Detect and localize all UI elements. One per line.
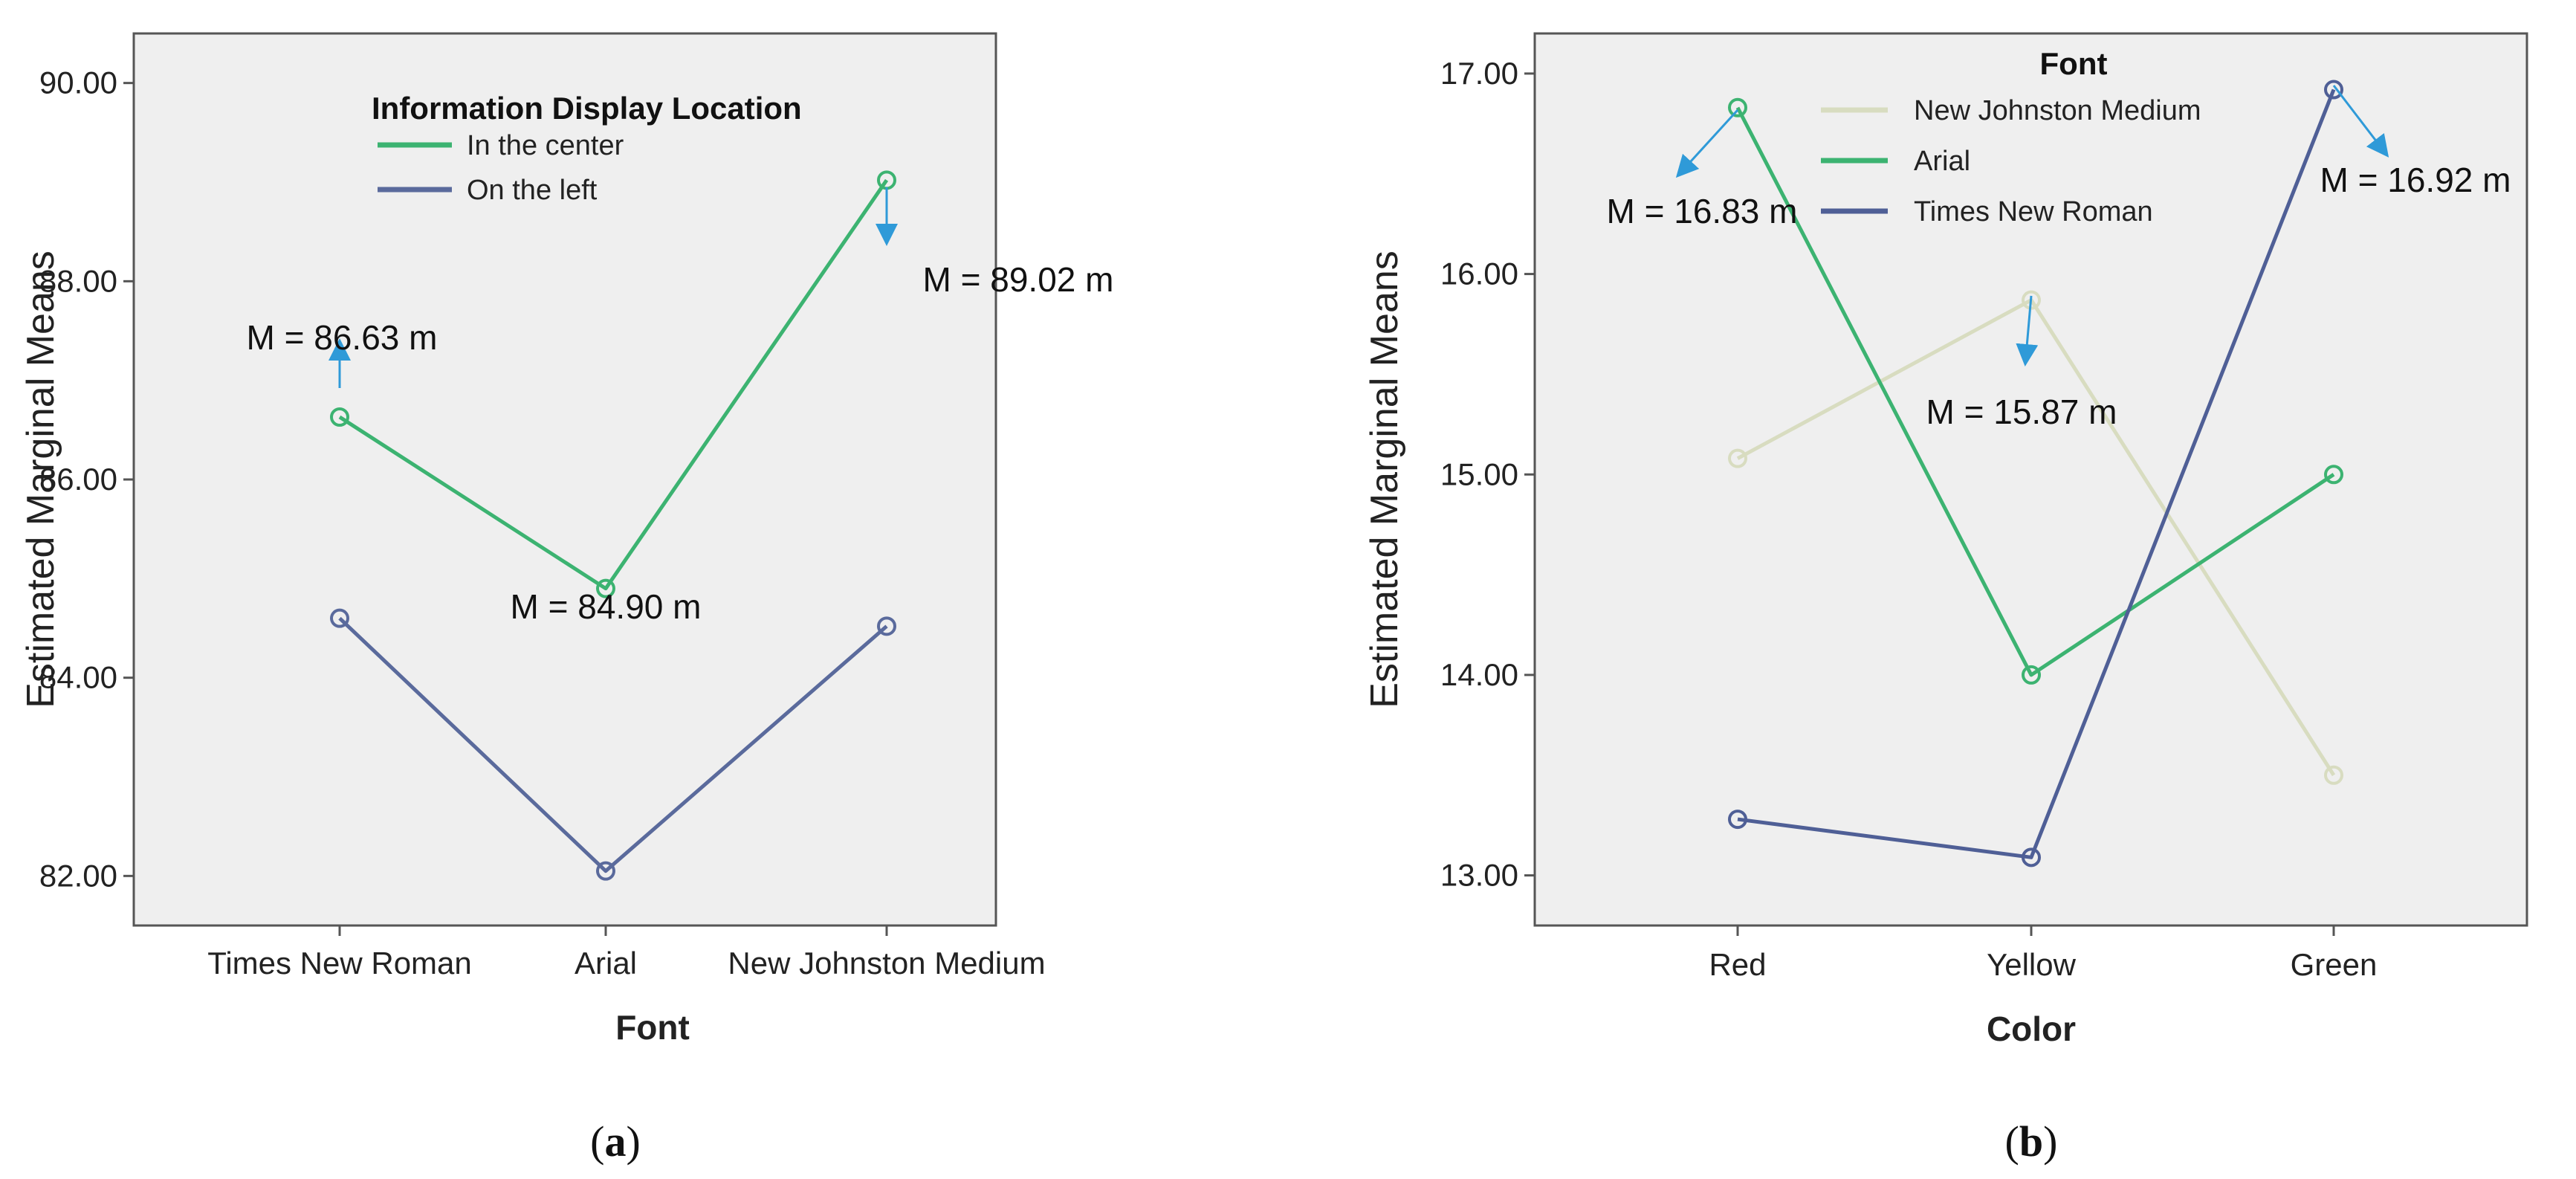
y-tick-label: 90.00 — [39, 65, 117, 100]
data-point — [330, 407, 349, 427]
y-axis-title-b: Estimated Marginal Means — [1363, 251, 1406, 708]
plot-area-a — [132, 32, 997, 927]
annotation-label: M = 89.02 m — [923, 260, 1114, 299]
data-point — [2022, 847, 2041, 868]
legend-label: Times New Roman — [1914, 196, 2153, 227]
annotation-label: M = 84.90 m — [511, 587, 702, 626]
annotation-arrow — [1675, 109, 1739, 178]
annotation-label: M = 86.63 m — [247, 318, 438, 357]
panel-label-b-close: ) — [2043, 1117, 2057, 1166]
x-tick-label: Red — [1709, 947, 1766, 982]
y-tick-label: 88.00 — [39, 263, 117, 298]
x-axis-ticks-b: Red Yellow Green — [1709, 926, 2377, 982]
plot-area-b — [1533, 32, 2528, 927]
legend-label: In the center — [467, 130, 624, 161]
series-line — [338, 616, 888, 873]
data-point — [2324, 765, 2343, 785]
series-group-a — [330, 170, 896, 881]
annotation-label: M = 15.87 m — [1926, 393, 2117, 431]
data-point — [2324, 465, 2343, 485]
panel-label-b: (b) — [2005, 1117, 2058, 1166]
x-tick-label: Arial — [575, 946, 637, 981]
annotation-label: M = 16.92 m — [2320, 161, 2511, 199]
data-point — [1728, 448, 1747, 468]
x-axis-title-b: Color — [1987, 1010, 2076, 1048]
y-tick-label: 17.00 — [1440, 56, 1518, 91]
y-axis-ticks-b: 13.00 14.00 15.00 16.00 17.00 — [1440, 56, 1535, 893]
x-tick-label: New Johnston Medium — [728, 946, 1045, 981]
panel-label-a-open: ( — [590, 1117, 604, 1166]
annotations-b: M = 16.83 m M = 15.87 m M = 16.92 m — [1607, 85, 2511, 431]
y-tick-label: 86.00 — [39, 462, 117, 497]
legend-title-a: Information Display Location — [372, 91, 802, 126]
panel-label-b-letter: b — [2019, 1117, 2043, 1166]
y-tick-label: 82.00 — [39, 858, 117, 893]
x-tick-label: Yellow — [1987, 947, 2077, 982]
legend-b: Font New Johnston Medium Arial Times New R… — [1821, 46, 2201, 227]
series-line — [1735, 106, 2335, 677]
data-point — [1728, 810, 1747, 830]
data-point — [2022, 665, 2041, 685]
legend-label: Arial — [1914, 146, 1970, 177]
data-point — [596, 861, 615, 881]
chart-panel-a: 82.00 84.00 86.00 88.00 90.00 Times New Roma… — [19, 32, 1114, 1166]
y-axis-title-a: Estimated Marginal Means — [19, 251, 62, 708]
y-tick-label: 13.00 — [1440, 858, 1518, 893]
data-point — [877, 616, 896, 636]
data-point — [1728, 97, 1747, 117]
y-tick-label: 84.00 — [39, 660, 117, 695]
panel-label-a: (a) — [590, 1117, 641, 1166]
panel-label-a-close: ) — [627, 1117, 641, 1166]
x-axis-ticks-a: Times New Roman Arial New Johnston Medium — [207, 926, 1046, 981]
series-line — [338, 178, 889, 591]
x-tick-label: Times New Roman — [207, 946, 472, 981]
annotation-arrow — [2332, 85, 2389, 158]
legend-label: On the left — [467, 175, 598, 206]
annotation-label: M = 16.83 m — [1607, 192, 1798, 230]
data-point — [2324, 80, 2343, 100]
legend-title-b: Font — [2040, 46, 2108, 81]
panel-label-a-letter: a — [605, 1117, 627, 1166]
x-axis-title-a: Font — [615, 1008, 690, 1047]
y-tick-label: 16.00 — [1440, 256, 1518, 291]
annotations-a: M = 86.63 m M = 84.90 m M = 89.02 m — [247, 187, 1114, 626]
data-point — [330, 608, 349, 628]
data-point — [596, 578, 615, 598]
chart-panel-b: 13.00 14.00 15.00 16.00 17.00 Red Yellow Green… — [1363, 32, 2528, 1166]
y-axis-ticks-a: 82.00 84.00 86.00 88.00 90.00 — [39, 65, 134, 893]
panel-label-b-open: ( — [2005, 1117, 2019, 1166]
x-tick-label: Green — [2291, 947, 2378, 982]
legend-label: New Johnston Medium — [1914, 95, 2201, 126]
y-tick-label: 14.00 — [1440, 657, 1518, 692]
series-line — [1737, 88, 2336, 859]
y-tick-label: 15.00 — [1440, 456, 1518, 491]
legend-a: Information Display Location In the cent… — [372, 91, 802, 206]
annotation-arrow — [2016, 295, 2039, 366]
